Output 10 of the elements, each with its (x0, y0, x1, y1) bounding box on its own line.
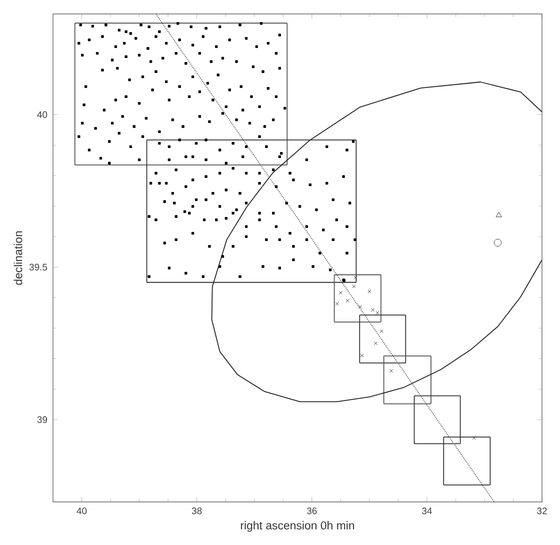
x-tick-label: 32 (537, 508, 547, 514)
x-tick-label: 38 (192, 508, 202, 514)
x-axis-title: right ascension 0h min (240, 521, 354, 532)
x-tick-label: 36 (306, 508, 317, 514)
y-axis-title: declination (14, 231, 22, 285)
x-tick-label: 40 (76, 508, 87, 514)
y-tick-label: 40 (37, 111, 48, 118)
y-tick-label: 39.5 (29, 264, 48, 270)
y-tick-label: 39 (37, 416, 48, 423)
x-tick-label: 34 (422, 508, 432, 514)
